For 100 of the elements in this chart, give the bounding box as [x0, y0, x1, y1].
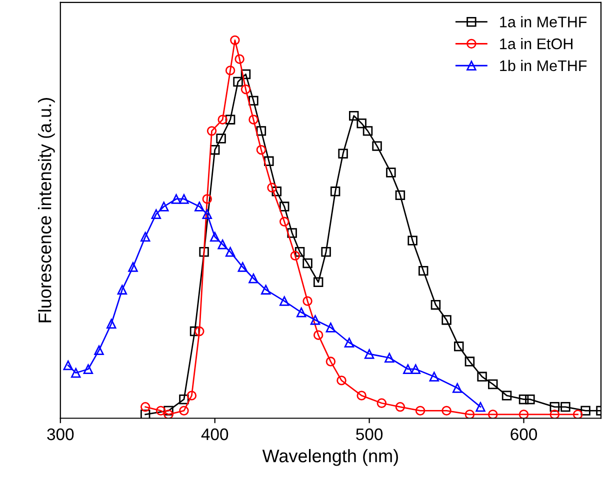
point: [179, 194, 189, 204]
point: [156, 406, 166, 416]
point: [248, 274, 258, 284]
point: [476, 402, 486, 412]
point: [386, 168, 396, 178]
point: [287, 228, 297, 238]
point: [210, 144, 220, 155]
point: [194, 326, 204, 336]
point: [151, 209, 162, 219]
y-axis-title: Fluorescence intensity (a.u.): [38, 98, 55, 322]
point: [225, 114, 236, 124]
point: [395, 190, 406, 200]
point: [186, 390, 197, 400]
point: [313, 330, 324, 340]
point: [240, 69, 251, 80]
point: [179, 394, 189, 404]
point: [430, 300, 441, 310]
point: [502, 390, 512, 400]
point: [171, 194, 182, 204]
point: [272, 186, 282, 196]
point: [488, 379, 498, 390]
point: [225, 247, 236, 257]
point: [302, 258, 312, 268]
point: [256, 126, 266, 136]
point: [264, 156, 274, 166]
point: [218, 239, 228, 250]
point: [518, 394, 529, 404]
point: [408, 236, 418, 246]
point: [238, 262, 248, 272]
legend-label: 1b in MeTHF: [500, 60, 587, 72]
point: [356, 390, 366, 400]
point: [344, 338, 354, 348]
point: [233, 76, 243, 87]
point: [296, 308, 306, 318]
point: [415, 406, 426, 416]
point: [442, 406, 452, 416]
point: [225, 66, 236, 76]
point: [362, 126, 373, 136]
point: [260, 284, 271, 295]
point: [336, 376, 346, 386]
point: [202, 194, 212, 204]
point: [106, 318, 116, 329]
point: [326, 356, 336, 366]
point: [464, 356, 475, 366]
point: [376, 398, 387, 408]
point: [194, 202, 204, 212]
point: [279, 202, 290, 212]
point: [313, 277, 324, 288]
point: [210, 232, 220, 242]
point: [202, 209, 212, 219]
point: [326, 322, 336, 332]
legend-label: 1a in EtOH: [500, 38, 572, 50]
point: [279, 296, 290, 306]
point: [279, 216, 290, 227]
point: [140, 402, 150, 412]
point: [140, 410, 150, 418]
point: [230, 35, 240, 46]
x-axis-title: Wavelength (nm): [262, 449, 398, 466]
point: [248, 114, 258, 124]
point: [454, 342, 464, 352]
point: [206, 126, 217, 136]
point: [234, 54, 244, 64]
point: [418, 266, 428, 276]
point: [179, 406, 189, 416]
x-tick-label: 400: [201, 428, 228, 440]
point: [140, 232, 150, 242]
point: [199, 247, 209, 257]
point: [117, 284, 128, 295]
point: [525, 394, 535, 404]
point: [348, 110, 359, 121]
point: [429, 372, 440, 382]
point: [395, 402, 406, 412]
point: [128, 262, 138, 272]
point: [384, 352, 394, 363]
point: [294, 247, 305, 257]
point: [452, 383, 462, 393]
point: [70, 368, 81, 378]
point: [83, 364, 94, 374]
point: [560, 402, 570, 412]
point: [330, 186, 340, 196]
point: [290, 250, 300, 261]
point: [63, 360, 73, 370]
point: [164, 406, 174, 416]
x-tick-label: 300: [47, 428, 74, 440]
x-tick-label: 600: [510, 428, 538, 440]
point: [550, 402, 560, 412]
point: [159, 202, 169, 212]
point: [216, 134, 226, 144]
point: [356, 118, 366, 128]
legend-label: 1a in MeTHF: [500, 16, 587, 28]
point: [240, 84, 251, 94]
point: [302, 296, 312, 306]
point: [364, 349, 374, 359]
point: [580, 406, 590, 416]
point: [477, 372, 487, 382]
point: [372, 141, 382, 151]
point: [94, 345, 104, 356]
x-tick-label: 500: [356, 428, 383, 440]
point: [267, 182, 277, 192]
point: [442, 315, 452, 325]
